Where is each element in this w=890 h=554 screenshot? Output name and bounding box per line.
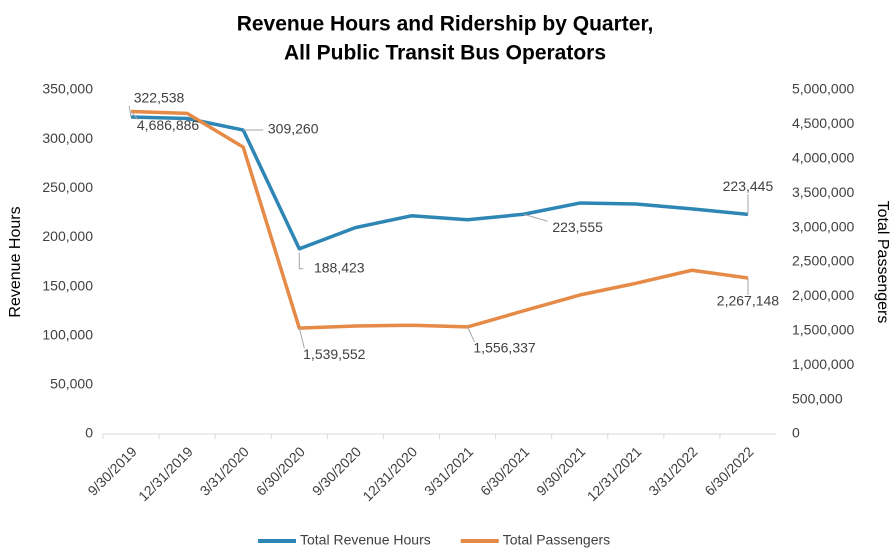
- leader-line: [128, 105, 132, 118]
- leader-line: [298, 327, 305, 349]
- x-tick-label: 12/31/2020: [359, 443, 420, 504]
- y2-tick-label: 4,500,000: [792, 115, 854, 131]
- y2-tick-label: 500,000: [792, 390, 843, 406]
- data-label: 223,555: [552, 219, 603, 235]
- x-tick-label: 6/30/2021: [477, 443, 533, 499]
- data-label: 322,538: [134, 90, 185, 106]
- x-tick-label: 12/31/2021: [584, 443, 645, 504]
- data-label: 1,556,337: [473, 340, 535, 356]
- x-tick-label: 9/30/2019: [84, 443, 140, 499]
- x-tick-label: 12/31/2019: [135, 443, 196, 504]
- y-tick-label: 300,000: [42, 130, 93, 146]
- leader-line: [130, 111, 139, 120]
- y2-tick-label: 3,000,000: [792, 218, 854, 234]
- data-label: 1,539,552: [303, 346, 365, 362]
- x-tick-label: 6/30/2020: [253, 443, 309, 499]
- x-tick-label: 3/31/2020: [197, 443, 253, 499]
- y-tick-label: 150,000: [42, 277, 93, 293]
- x-tick-label: 9/30/2021: [533, 443, 589, 499]
- y2-axis-title: Total Passengers: [874, 201, 890, 324]
- y2-tick-label: 0: [792, 425, 800, 441]
- y-tick-label: 250,000: [42, 179, 93, 195]
- leader-line: [523, 213, 548, 222]
- data-label: 188,423: [314, 260, 365, 276]
- y2-tick-label: 2,000,000: [792, 287, 854, 303]
- data-label: 309,260: [268, 121, 319, 137]
- legend-label: Total Revenue Hours: [300, 532, 431, 548]
- y-tick-label: 200,000: [42, 228, 93, 244]
- data-label: 223,445: [723, 178, 774, 194]
- chart-title: All Public Transit Bus Operators: [284, 42, 606, 65]
- data-label: 2,267,148: [717, 293, 779, 309]
- y-tick-label: 50,000: [50, 376, 93, 392]
- y-axis-title: Revenue Hours: [7, 206, 24, 317]
- x-tick-label: 3/31/2022: [645, 443, 701, 499]
- y2-tick-label: 5,000,000: [792, 81, 854, 97]
- x-tick-label: 6/30/2022: [701, 443, 757, 499]
- chart-title: Revenue Hours and Ridership by Quarter,: [237, 13, 654, 36]
- line-series: [130, 115, 749, 251]
- line-series: [130, 109, 749, 330]
- y2-tick-label: 3,500,000: [792, 184, 854, 200]
- leader-line: [298, 252, 304, 270]
- y2-tick-label: 4,000,000: [792, 150, 854, 166]
- legend-label: Total Passengers: [503, 532, 610, 548]
- y2-tick-label: 1,500,000: [792, 322, 854, 338]
- y2-tick-label: 2,500,000: [792, 253, 854, 269]
- data-label: 4,686,886: [137, 117, 199, 133]
- x-tick-label: 9/30/2020: [309, 443, 365, 499]
- y-tick-label: 0: [85, 425, 93, 441]
- x-tick-label: 3/31/2021: [421, 443, 477, 499]
- y2-tick-label: 1,000,000: [792, 356, 854, 372]
- leader-line: [467, 326, 475, 343]
- y-tick-label: 100,000: [42, 326, 93, 342]
- y-tick-label: 350,000: [42, 81, 93, 97]
